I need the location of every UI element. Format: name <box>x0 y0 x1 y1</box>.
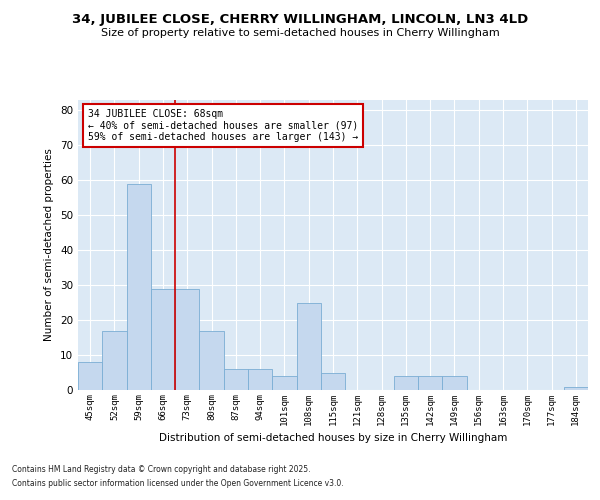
Bar <box>127 184 151 390</box>
Bar <box>442 376 467 390</box>
Bar <box>199 330 224 390</box>
Bar <box>272 376 296 390</box>
Text: Size of property relative to semi-detached houses in Cherry Willingham: Size of property relative to semi-detach… <box>101 28 499 38</box>
Text: Contains public sector information licensed under the Open Government Licence v3: Contains public sector information licen… <box>12 479 344 488</box>
Bar <box>78 362 102 390</box>
X-axis label: Distribution of semi-detached houses by size in Cherry Willingham: Distribution of semi-detached houses by … <box>159 434 507 444</box>
Bar <box>248 369 272 390</box>
Bar <box>418 376 442 390</box>
Text: 34, JUBILEE CLOSE, CHERRY WILLINGHAM, LINCOLN, LN3 4LD: 34, JUBILEE CLOSE, CHERRY WILLINGHAM, LI… <box>72 12 528 26</box>
Text: 34 JUBILEE CLOSE: 68sqm
← 40% of semi-detached houses are smaller (97)
59% of se: 34 JUBILEE CLOSE: 68sqm ← 40% of semi-de… <box>88 108 358 142</box>
Bar <box>321 372 345 390</box>
Bar <box>296 302 321 390</box>
Text: Contains HM Land Registry data © Crown copyright and database right 2025.: Contains HM Land Registry data © Crown c… <box>12 466 311 474</box>
Bar <box>224 369 248 390</box>
Bar <box>102 330 127 390</box>
Bar <box>564 386 588 390</box>
Y-axis label: Number of semi-detached properties: Number of semi-detached properties <box>44 148 55 342</box>
Bar <box>394 376 418 390</box>
Bar <box>175 288 199 390</box>
Bar <box>151 288 175 390</box>
